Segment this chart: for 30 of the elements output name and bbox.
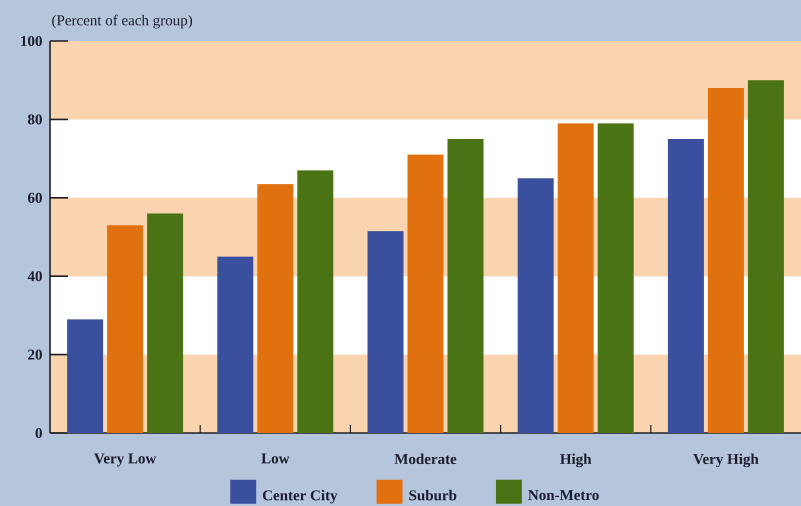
bar [257,184,294,433]
bar [408,154,444,433]
bar [368,231,404,433]
bar [297,170,334,433]
bar [708,88,744,433]
y-tick-label: 60 [28,192,42,203]
y-tick-label: 0 [36,428,42,438]
x-tick-label: High [560,454,592,468]
y-axis-title: (Percent of each group) [52,14,192,28]
bar [748,80,784,433]
bar [518,178,554,433]
bar [448,138,484,433]
bar [107,225,144,433]
bar [217,256,254,433]
legend-label: Suburb [409,490,456,500]
x-tick-label: Very High [693,454,759,468]
bar [147,213,184,433]
x-tick-label: Low [261,454,290,464]
legend-label: Center City [262,490,338,504]
y-tick-label: 40 [28,271,42,282]
x-tick-label: Very Low [94,454,156,467]
x-tick-label: Moderate [394,454,456,464]
y-tick-label: 100 [21,36,42,46]
y-tick-label: 80 [28,114,42,124]
bar [558,123,594,433]
legend-label: Non-Metro [528,490,599,500]
bar [67,319,104,433]
bar [668,138,704,433]
bar [598,123,634,433]
y-tick-label: 20 [28,350,42,360]
